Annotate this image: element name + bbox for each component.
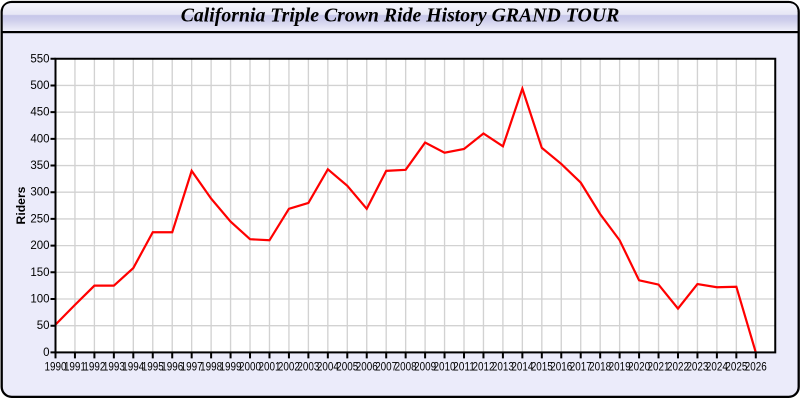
- svg-text:2009: 2009: [414, 362, 436, 374]
- svg-text:2025: 2025: [725, 362, 747, 374]
- svg-text:400: 400: [30, 133, 49, 145]
- svg-text:1991: 1991: [64, 362, 86, 374]
- svg-text:250: 250: [30, 213, 49, 225]
- svg-text:2024: 2024: [706, 362, 729, 374]
- svg-text:2023: 2023: [686, 362, 708, 374]
- svg-text:2016: 2016: [550, 362, 572, 374]
- svg-text:2005: 2005: [336, 362, 358, 374]
- svg-text:1993: 1993: [103, 362, 125, 374]
- svg-text:2013: 2013: [492, 362, 514, 374]
- svg-text:2000: 2000: [239, 362, 261, 374]
- svg-text:2007: 2007: [375, 362, 397, 374]
- svg-text:2021: 2021: [648, 362, 670, 374]
- svg-text:2018: 2018: [589, 362, 611, 374]
- svg-text:100: 100: [30, 294, 49, 306]
- svg-text:500: 500: [30, 80, 49, 92]
- svg-text:2014: 2014: [511, 362, 534, 374]
- svg-text:2001: 2001: [258, 362, 280, 374]
- svg-text:1997: 1997: [181, 362, 203, 374]
- svg-text:2010: 2010: [434, 362, 456, 374]
- svg-text:2006: 2006: [356, 362, 378, 374]
- svg-text:300: 300: [30, 187, 49, 199]
- svg-text:550: 550: [30, 53, 49, 65]
- svg-text:50: 50: [37, 320, 50, 332]
- svg-text:1990: 1990: [45, 362, 67, 374]
- svg-text:2017: 2017: [570, 362, 592, 374]
- svg-text:2026: 2026: [745, 362, 767, 374]
- svg-text:2019: 2019: [609, 362, 631, 374]
- svg-text:1992: 1992: [83, 362, 105, 374]
- svg-text:1998: 1998: [200, 362, 222, 374]
- svg-text:0: 0: [43, 347, 49, 359]
- svg-text:2003: 2003: [297, 362, 319, 374]
- svg-text:1994: 1994: [122, 362, 145, 374]
- svg-text:150: 150: [30, 267, 49, 279]
- svg-text:2022: 2022: [667, 362, 689, 374]
- svg-text:1999: 1999: [220, 362, 242, 374]
- svg-text:2008: 2008: [395, 362, 417, 374]
- svg-text:1995: 1995: [142, 362, 164, 374]
- svg-text:2015: 2015: [531, 362, 553, 374]
- svg-text:450: 450: [30, 107, 49, 119]
- svg-text:Riders: Riders: [14, 186, 28, 224]
- svg-text:2020: 2020: [628, 362, 650, 374]
- svg-text:200: 200: [30, 240, 49, 252]
- svg-text:2002: 2002: [278, 362, 300, 374]
- svg-text:2011: 2011: [453, 362, 475, 374]
- svg-text:350: 350: [30, 160, 49, 172]
- svg-text:2012: 2012: [472, 362, 494, 374]
- svg-text:1996: 1996: [161, 362, 183, 374]
- svg-text:2004: 2004: [317, 362, 340, 374]
- svg-text:California Triple Crown Ride H: California Triple Crown Ride History GRA…: [181, 5, 620, 27]
